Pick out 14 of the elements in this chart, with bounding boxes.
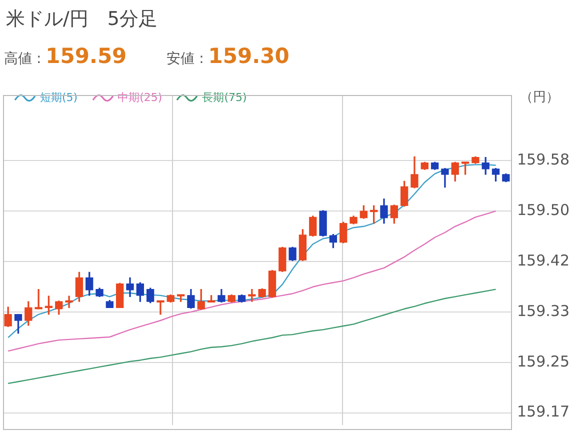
chart-title: 米ドル/円 5分足 — [6, 7, 158, 32]
y-axis-title: （円） — [520, 89, 559, 106]
candlestick — [248, 289, 256, 302]
candlestick — [156, 300, 164, 315]
candlestick — [34, 289, 42, 310]
y-tick-label: 159.17 — [517, 402, 570, 421]
y-tick-label: 159.50 — [517, 201, 570, 219]
y-tick-label: 159.25 — [517, 352, 570, 370]
y-tick-label: 159.33 — [517, 302, 570, 320]
y-tick-label: 159.42 — [517, 251, 570, 270]
text: 高値 : 159.59 — [4, 44, 127, 68]
text: 安値 : 159.30 — [166, 44, 290, 68]
candlestick — [65, 296, 73, 308]
y-tick-label: 159.58 — [517, 150, 570, 169]
